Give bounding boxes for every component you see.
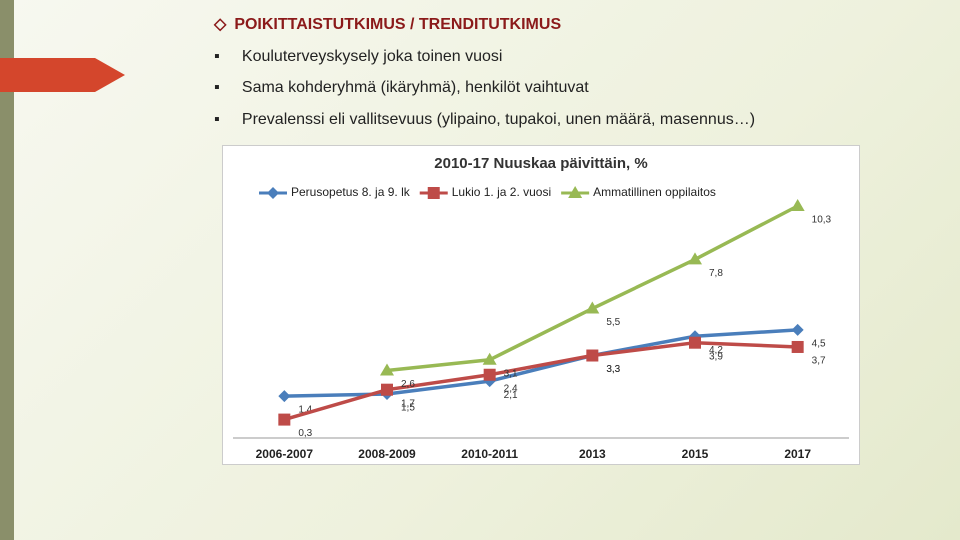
data-label: 2,4 <box>504 383 518 394</box>
data-label: 2,1 <box>504 390 518 401</box>
data-label: 1,5 <box>401 403 415 414</box>
legend-label: Lukio 1. ja 2. vuosi <box>452 185 551 199</box>
data-label: 5,5 <box>606 317 620 328</box>
marker <box>482 352 497 365</box>
data-label: 3,3 <box>606 364 620 375</box>
data-label: 0,3 <box>298 428 312 439</box>
marker <box>791 323 804 336</box>
data-label: 4,5 <box>812 339 826 350</box>
data-label: 3,7 <box>812 356 826 367</box>
marker <box>689 336 701 349</box>
series-line <box>284 328 798 398</box>
x-tick-label: 2006-2007 <box>256 447 314 461</box>
marker <box>585 301 600 314</box>
marker <box>380 363 394 376</box>
legend-label: Ammatillinen oppilaitos <box>593 185 716 199</box>
data-label: 7,8 <box>709 268 723 279</box>
bullet-text: Sama kohderyhmä (ikäryhmä), henkilöt vai… <box>241 79 589 96</box>
data-label: 3,9 <box>709 351 723 362</box>
chart: 2010-17 Nuuskaa päivittäin, % 2006-2007 2… <box>222 145 860 465</box>
data-label: 1,7 <box>401 398 415 409</box>
x-tick-label: 2017 <box>784 447 811 461</box>
data-label: 1,4 <box>298 405 312 416</box>
x-tick-label: 2008-2009 <box>358 447 416 461</box>
legend-label: Perusopetus 8. ja 9. lk <box>291 185 411 199</box>
heading: POIKITTAISTUTKIMUS / TRENDITUTKIMUS <box>234 16 562 33</box>
series-line <box>283 340 798 422</box>
chart-title: 2010-17 Nuuskaa päivittäin, % <box>434 155 647 172</box>
heading-row: ◇ POIKITTAISTUTKIMUS / TRENDITUTKIMUS <box>214 16 562 33</box>
data-label: 3,1 <box>504 368 518 379</box>
side-bar <box>0 0 14 540</box>
x-tick-label: 2015 <box>682 447 709 461</box>
marker <box>790 199 805 211</box>
bullet: ▪ Prevalenssi eli vallitsevuus (ylipaino… <box>214 111 756 128</box>
marker <box>267 187 279 199</box>
bullet: ▪ Kouluterveyskysely joka toinen vuosi <box>214 48 503 65</box>
bullet: ▪ Sama kohderyhmä (ikäryhmä), henkilöt v… <box>214 79 589 96</box>
data-label: 2,6 <box>401 379 415 390</box>
marker <box>483 368 496 381</box>
bullet-text: Kouluterveyskysely joka toinen vuosi <box>241 48 503 65</box>
marker <box>568 186 583 198</box>
arrow-shape <box>0 58 125 92</box>
marker <box>791 340 804 353</box>
marker <box>586 349 599 362</box>
marker <box>381 383 393 396</box>
bullet-text: Prevalenssi eli vallitsevuus (ylipaino, … <box>241 111 756 128</box>
x-tick-label: 2010-2011 <box>461 447 518 461</box>
x-tick-label: 2013 <box>579 447 606 461</box>
marker <box>427 187 440 199</box>
data-label: 3,3 <box>606 364 620 375</box>
marker <box>278 413 291 426</box>
marker <box>278 390 291 403</box>
data-label: 10,3 <box>812 215 832 226</box>
marker <box>688 252 702 265</box>
data-label: 4,2 <box>709 345 723 356</box>
